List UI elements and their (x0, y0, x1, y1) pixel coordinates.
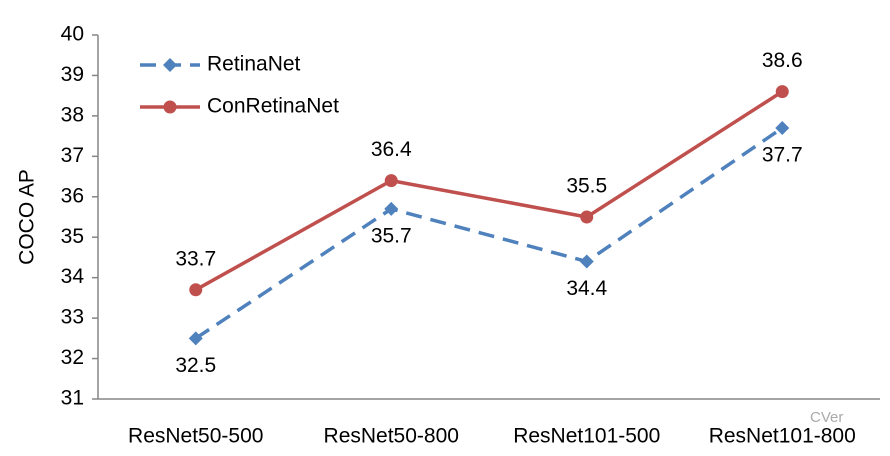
data-label: 37.7 (762, 144, 803, 167)
legend-marker (163, 58, 177, 72)
legend-label: ConRetinaNet (207, 95, 339, 118)
data-point (384, 174, 398, 188)
data-label: 35.7 (371, 224, 412, 247)
series-line (194, 90, 784, 292)
x-tick-label: ResNet101-500 (513, 425, 660, 448)
data-label: 33.7 (175, 247, 216, 270)
y-tick-label: 32 (61, 346, 84, 369)
y-tick-label: 37 (61, 144, 84, 167)
x-tick-label: ResNet101-800 (709, 425, 856, 448)
y-tick-label: 39 (61, 63, 84, 86)
legend-label: RetinaNet (207, 53, 301, 76)
y-tick-label: 38 (61, 103, 84, 126)
y-axis-label: COCO AP (16, 169, 39, 265)
data-label: 38.6 (762, 49, 803, 72)
data-label: 36.4 (371, 138, 412, 161)
data-label: 35.5 (566, 175, 607, 198)
watermark: CVer (810, 409, 843, 426)
y-tick-label: 34 (61, 265, 85, 288)
y-tick-label: 31 (61, 387, 84, 410)
data-point (775, 85, 789, 99)
data-point (775, 121, 790, 136)
y-tick-label: 36 (61, 184, 84, 207)
data-point (188, 331, 203, 346)
data-label: 32.5 (175, 354, 216, 377)
y-tick-label: 35 (61, 225, 84, 248)
series-line (194, 126, 784, 340)
y-tick-label: 40 (61, 23, 84, 46)
data-point (580, 210, 594, 224)
legend-marker (163, 100, 177, 114)
data-point (384, 201, 399, 216)
x-tick-label: ResNet50-800 (324, 425, 459, 448)
x-tick-label: ResNet50-500 (128, 425, 263, 448)
y-tick-label: 33 (61, 306, 84, 329)
data-point (579, 254, 594, 269)
data-label: 34.4 (566, 277, 607, 300)
data-point (189, 283, 203, 297)
